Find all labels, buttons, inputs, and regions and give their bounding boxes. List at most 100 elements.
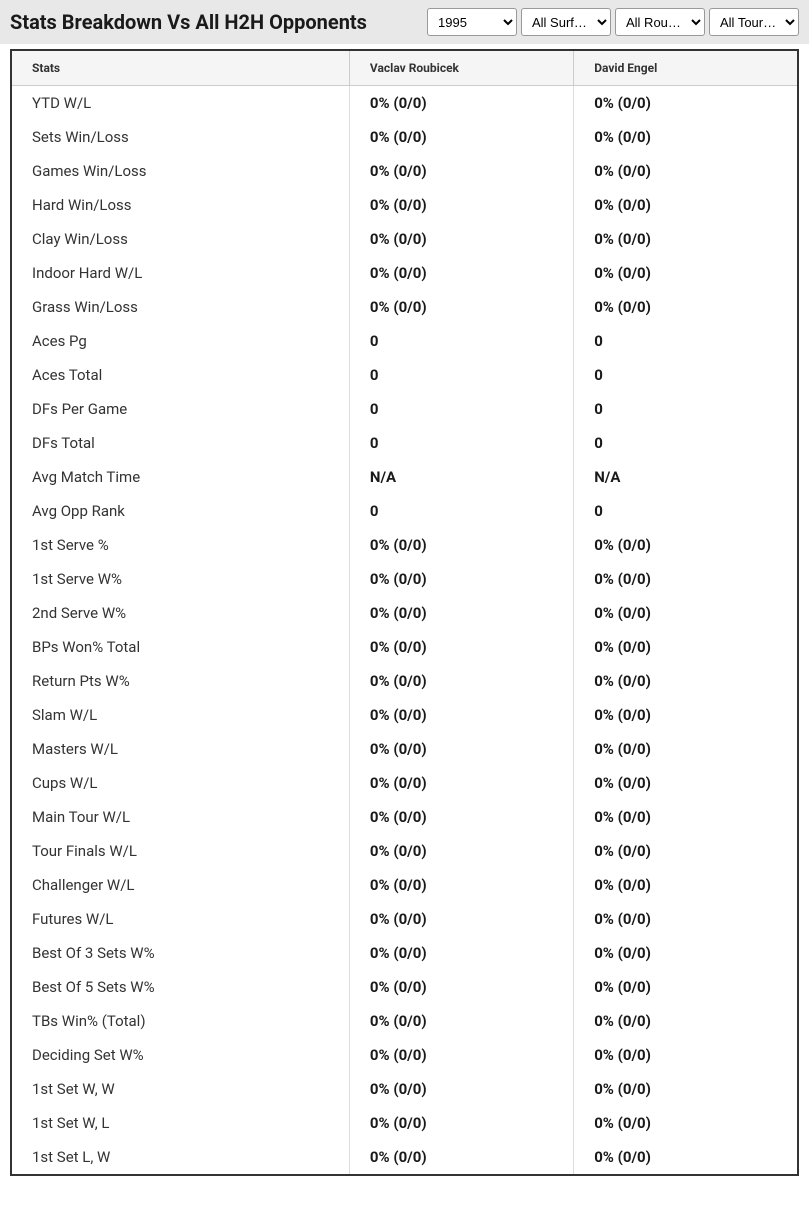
stat-label: Challenger W/L: [11, 868, 349, 902]
stat-label: Hard Win/Loss: [11, 188, 349, 222]
stat-label: 1st Set W, L: [11, 1106, 349, 1140]
table-row: Cups W/L0% (0/0)0% (0/0): [11, 766, 798, 800]
stat-value-player2: 0% (0/0): [574, 732, 798, 766]
year-filter[interactable]: 1995: [427, 8, 517, 36]
stat-value-player1: 0% (0/0): [349, 970, 573, 1004]
stat-value-player1: 0% (0/0): [349, 154, 573, 188]
stat-value-player1: 0: [349, 358, 573, 392]
stat-value-player1: 0% (0/0): [349, 222, 573, 256]
round-filter[interactable]: All Rou…: [615, 8, 705, 36]
stat-value-player1: 0% (0/0): [349, 834, 573, 868]
stat-value-player2: 0% (0/0): [574, 86, 798, 121]
stat-value-player1: 0% (0/0): [349, 86, 573, 121]
stat-label: 1st Set L, W: [11, 1140, 349, 1175]
table-row: Avg Opp Rank00: [11, 494, 798, 528]
stat-label: 1st Serve %: [11, 528, 349, 562]
stat-value-player1: 0% (0/0): [349, 188, 573, 222]
stat-label: DFs Total: [11, 426, 349, 460]
table-row: 1st Serve W%0% (0/0)0% (0/0): [11, 562, 798, 596]
stat-value-player1: 0% (0/0): [349, 630, 573, 664]
stat-value-player2: 0% (0/0): [574, 902, 798, 936]
stat-value-player2: 0: [574, 426, 798, 460]
col-header-player1: Vaclav Roubicek: [349, 50, 573, 86]
stat-value-player1: 0: [349, 392, 573, 426]
table-row: 1st Serve %0% (0/0)0% (0/0): [11, 528, 798, 562]
stat-label: Clay Win/Loss: [11, 222, 349, 256]
table-row: 2nd Serve W%0% (0/0)0% (0/0): [11, 596, 798, 630]
stat-value-player1: 0% (0/0): [349, 936, 573, 970]
stat-value-player1: 0: [349, 324, 573, 358]
stat-label: Aces Pg: [11, 324, 349, 358]
stat-value-player2: 0% (0/0): [574, 528, 798, 562]
stat-label: Indoor Hard W/L: [11, 256, 349, 290]
stat-value-player1: 0% (0/0): [349, 698, 573, 732]
stat-value-player2: 0% (0/0): [574, 256, 798, 290]
stat-value-player2: 0% (0/0): [574, 630, 798, 664]
page-title: Stats Breakdown Vs All H2H Opponents: [10, 10, 367, 34]
table-row: 1st Set W, W0% (0/0)0% (0/0): [11, 1072, 798, 1106]
stat-label: Avg Opp Rank: [11, 494, 349, 528]
stat-value-player2: N/A: [574, 460, 798, 494]
stat-label: Cups W/L: [11, 766, 349, 800]
table-row: Avg Match TimeN/AN/A: [11, 460, 798, 494]
table-row: BPs Won% Total0% (0/0)0% (0/0): [11, 630, 798, 664]
stat-value-player1: 0% (0/0): [349, 1004, 573, 1038]
table-row: Challenger W/L0% (0/0)0% (0/0): [11, 868, 798, 902]
stat-value-player2: 0% (0/0): [574, 664, 798, 698]
stat-value-player2: 0% (0/0): [574, 800, 798, 834]
stat-value-player1: 0% (0/0): [349, 290, 573, 324]
table-row: DFs Per Game00: [11, 392, 798, 426]
stat-value-player2: 0: [574, 324, 798, 358]
stat-value-player1: 0% (0/0): [349, 528, 573, 562]
table-row: Aces Pg00: [11, 324, 798, 358]
stat-value-player2: 0% (0/0): [574, 698, 798, 732]
stat-value-player2: 0% (0/0): [574, 222, 798, 256]
table-row: Games Win/Loss0% (0/0)0% (0/0): [11, 154, 798, 188]
tour-filter[interactable]: All Tour…: [709, 8, 799, 36]
stat-label: Slam W/L: [11, 698, 349, 732]
stat-value-player1: 0: [349, 494, 573, 528]
stat-label: Sets Win/Loss: [11, 120, 349, 154]
stat-value-player1: 0% (0/0): [349, 1038, 573, 1072]
stat-label: DFs Per Game: [11, 392, 349, 426]
table-row: Slam W/L0% (0/0)0% (0/0): [11, 698, 798, 732]
stat-value-player2: 0% (0/0): [574, 120, 798, 154]
table-row: TBs Win% (Total)0% (0/0)0% (0/0): [11, 1004, 798, 1038]
stat-label: Futures W/L: [11, 902, 349, 936]
table-row: Sets Win/Loss0% (0/0)0% (0/0): [11, 120, 798, 154]
stat-value-player1: 0% (0/0): [349, 1106, 573, 1140]
table-row: Grass Win/Loss0% (0/0)0% (0/0): [11, 290, 798, 324]
table-row: Masters W/L0% (0/0)0% (0/0): [11, 732, 798, 766]
header-bar: Stats Breakdown Vs All H2H Opponents 199…: [0, 0, 809, 44]
stat-value-player1: 0% (0/0): [349, 1140, 573, 1175]
stat-value-player1: 0% (0/0): [349, 902, 573, 936]
stat-value-player2: 0% (0/0): [574, 970, 798, 1004]
stat-value-player2: 0: [574, 494, 798, 528]
table-row: Clay Win/Loss0% (0/0)0% (0/0): [11, 222, 798, 256]
stat-value-player1: 0% (0/0): [349, 596, 573, 630]
stat-label: Tour Finals W/L: [11, 834, 349, 868]
stat-value-player2: 0% (0/0): [574, 290, 798, 324]
table-row: Return Pts W%0% (0/0)0% (0/0): [11, 664, 798, 698]
table-row: Main Tour W/L0% (0/0)0% (0/0): [11, 800, 798, 834]
stat-label: Return Pts W%: [11, 664, 349, 698]
stat-label: 1st Set W, W: [11, 1072, 349, 1106]
surface-filter[interactable]: All Surf…: [521, 8, 611, 36]
stat-label: BPs Won% Total: [11, 630, 349, 664]
stat-value-player1: 0% (0/0): [349, 868, 573, 902]
stat-label: 1st Serve W%: [11, 562, 349, 596]
filters-group: 1995 All Surf… All Rou… All Tour…: [427, 8, 799, 36]
table-row: Futures W/L0% (0/0)0% (0/0): [11, 902, 798, 936]
stat-value-player1: 0% (0/0): [349, 732, 573, 766]
stat-label: Main Tour W/L: [11, 800, 349, 834]
table-row: 1st Set W, L0% (0/0)0% (0/0): [11, 1106, 798, 1140]
stat-label: Best Of 5 Sets W%: [11, 970, 349, 1004]
stat-value-player2: 0% (0/0): [574, 936, 798, 970]
stat-label: 2nd Serve W%: [11, 596, 349, 630]
stat-value-player2: 0% (0/0): [574, 766, 798, 800]
table-row: Best Of 5 Sets W%0% (0/0)0% (0/0): [11, 970, 798, 1004]
stat-value-player2: 0% (0/0): [574, 1106, 798, 1140]
stat-value-player2: 0% (0/0): [574, 868, 798, 902]
stat-value-player2: 0% (0/0): [574, 562, 798, 596]
stats-table: Stats Vaclav Roubicek David Engel YTD W/…: [10, 49, 799, 1176]
